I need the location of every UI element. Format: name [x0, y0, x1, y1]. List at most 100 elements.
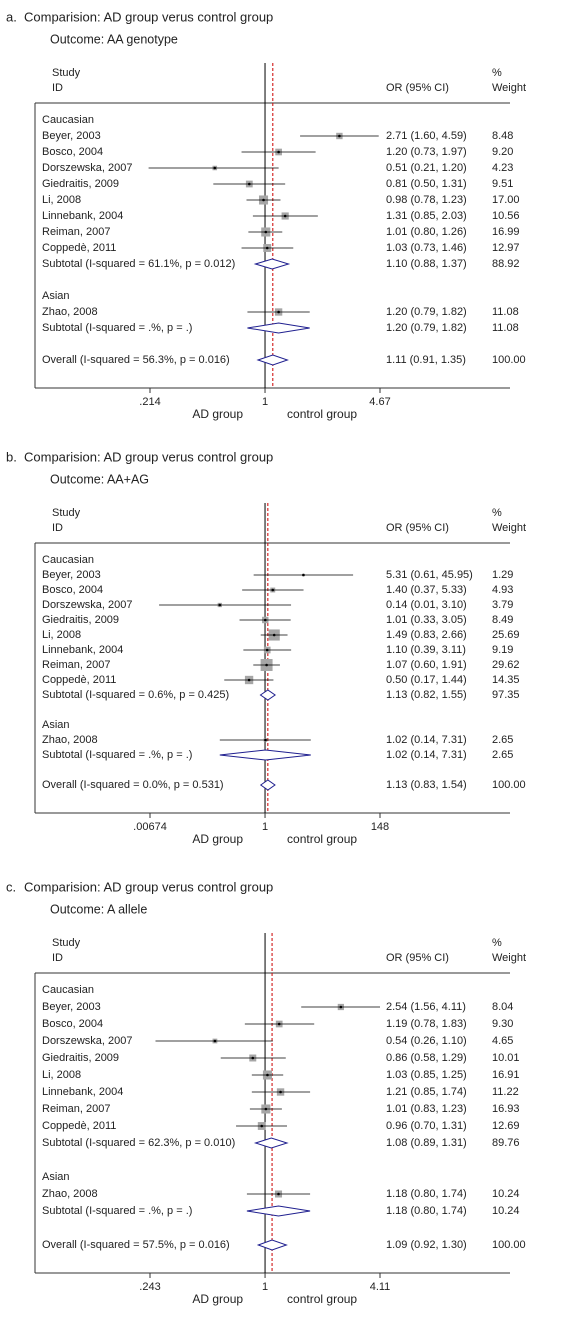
row-label: Coppedè, 2011 [42, 242, 116, 254]
ci-label: 1.01 (0.80, 1.26) [386, 226, 467, 238]
weight-label: 4.23 [492, 162, 513, 174]
point-estimate [247, 678, 251, 682]
row-label: Bosco, 2004 [42, 584, 103, 596]
group-label: Asian [42, 719, 70, 731]
point-estimate [277, 150, 280, 154]
weight-label: 9.19 [492, 644, 513, 656]
subtotal-diamond [253, 258, 291, 270]
weight-label: 100.00 [492, 779, 526, 791]
subtotal-diamond [246, 1205, 311, 1217]
x-tick-label: 148 [371, 821, 389, 833]
panel-title: Comparision: AD group verus control grou… [24, 879, 273, 894]
ci-label: 0.96 (0.70, 1.31) [386, 1120, 467, 1132]
ci-label: 1.11 (0.91, 1.35) [386, 354, 466, 366]
point-estimate [264, 1107, 268, 1111]
weight-label: 89.76 [492, 1137, 520, 1149]
weight-label: 2.65 [492, 734, 513, 746]
point-estimate [264, 738, 267, 742]
weight-label: 14.35 [492, 674, 520, 686]
header-pct: % [492, 67, 502, 79]
point-estimate [302, 573, 305, 577]
header-effect: OR (95% CI) [386, 82, 449, 94]
ci-label: 1.49 (0.83, 2.66) [386, 629, 467, 641]
row-label: Zhao, 2008 [42, 306, 98, 318]
subtotal-diamond [259, 689, 276, 701]
point-estimate [262, 198, 265, 202]
point-estimate [248, 182, 251, 186]
ci-label: 0.54 (0.26, 1.10) [386, 1035, 467, 1047]
x-axis-label-left: AD group [192, 407, 243, 421]
point-estimate [277, 1192, 280, 1196]
ci-label: 1.18 (0.80, 1.74) [386, 1188, 467, 1200]
row-label: Giedraitis, 2009 [42, 178, 119, 190]
row-label: Linnebank, 2004 [42, 1086, 123, 1098]
point-estimate [213, 1039, 217, 1043]
header-study: Study [52, 937, 81, 949]
header-weight: Weight [492, 952, 526, 964]
ci-label: 1.03 (0.85, 1.25) [386, 1069, 467, 1081]
row-label: Overall (I-squared = 0.0%, p = 0.531) [42, 779, 224, 791]
ci-label: 1.08 (0.89, 1.31) [386, 1137, 467, 1149]
point-estimate [283, 214, 287, 218]
header-weight: Weight [492, 82, 526, 94]
weight-label: 10.56 [492, 210, 520, 222]
weight-label: 88.92 [492, 258, 520, 270]
point-estimate [339, 1005, 343, 1009]
weight-label: 1.29 [492, 569, 513, 581]
x-tick-label: 4.67 [369, 396, 390, 408]
subtotal-diamond [247, 322, 310, 334]
row-label: Reiman, 2007 [42, 659, 111, 671]
row-label: Subtotal (I-squared = .%, p = .) [42, 322, 192, 334]
weight-label: 10.24 [492, 1188, 520, 1200]
x-axis-label-left: AD group [192, 832, 243, 846]
weight-label: 9.30 [492, 1018, 513, 1030]
row-label: Li, 2008 [42, 194, 81, 206]
point-estimate [265, 648, 269, 652]
ci-label: 1.20 (0.79, 1.82) [386, 306, 467, 318]
ci-label: 1.03 (0.73, 1.46) [386, 242, 467, 254]
ci-label: 1.19 (0.78, 1.83) [386, 1018, 467, 1030]
ci-label: 1.02 (0.14, 7.31) [386, 734, 467, 746]
weight-label: 16.93 [492, 1103, 520, 1115]
subtotal-diamond [253, 1137, 289, 1149]
ci-label: 1.07 (0.60, 1.91) [386, 659, 467, 671]
header-id: ID [52, 82, 63, 94]
weight-label: 11.22 [492, 1086, 519, 1098]
weight-label: 10.01 [492, 1052, 520, 1064]
weight-label: 16.91 [492, 1069, 520, 1081]
point-estimate [213, 166, 217, 170]
row-label: Subtotal (I-squared = 0.6%, p = 0.425) [42, 689, 229, 701]
weight-label: 17.00 [492, 194, 520, 206]
ci-label: 1.10 (0.39, 3.11) [386, 644, 466, 656]
x-tick-label: 1 [262, 396, 268, 408]
point-estimate [265, 246, 269, 250]
row-label: Giedraitis, 2009 [42, 614, 119, 626]
panel-subtitle: Outcome: AA+AG [50, 472, 149, 486]
row-label: Subtotal (I-squared = 61.1%, p = 0.012) [42, 258, 235, 270]
point-estimate [272, 633, 276, 637]
panel-title: Comparision: AD group verus control grou… [24, 449, 273, 464]
point-estimate [279, 1090, 282, 1094]
weight-label: 11.08 [492, 306, 519, 318]
weight-label: 10.24 [492, 1205, 520, 1217]
ci-label: 0.14 (0.01, 3.10) [386, 599, 467, 611]
weight-label: 100.00 [492, 354, 526, 366]
row-label: Beyer, 2003 [42, 1001, 101, 1013]
header-id: ID [52, 522, 63, 534]
group-label: Caucasian [42, 554, 94, 566]
weight-label: 9.51 [492, 178, 513, 190]
row-label: Coppedè, 2011 [42, 674, 116, 686]
row-label: Overall (I-squared = 56.3%, p = 0.016) [42, 354, 230, 366]
row-label: Zhao, 2008 [42, 734, 98, 746]
panel-label: a. [6, 9, 17, 24]
row-label: Dorszewska, 2007 [42, 162, 133, 174]
weight-label: 4.65 [492, 1035, 513, 1047]
point-estimate [260, 1124, 264, 1128]
x-axis-label-right: control group [287, 832, 357, 846]
header-effect: OR (95% CI) [386, 952, 449, 964]
ci-label: 1.20 (0.73, 1.97) [386, 146, 467, 158]
ci-label: 1.31 (0.85, 2.03) [386, 210, 467, 222]
header-effect: OR (95% CI) [386, 522, 449, 534]
subtotal-diamond [219, 749, 311, 761]
